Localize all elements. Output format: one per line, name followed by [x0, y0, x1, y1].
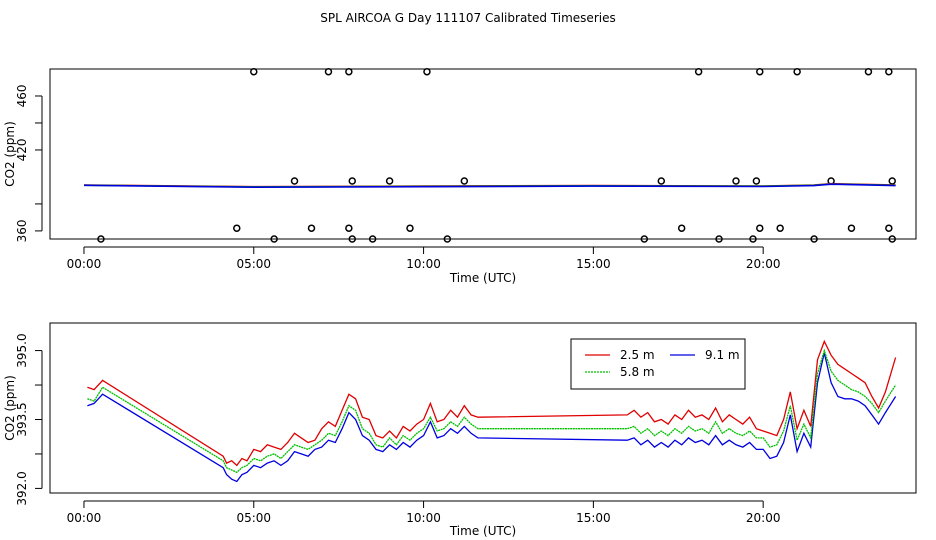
outlier-point: [250, 67, 258, 76]
outlier-point: [324, 67, 333, 76]
outlier-point: [368, 235, 377, 243]
x-axis-title-bottom: Time (UTC): [449, 524, 516, 538]
legend-box: [570, 338, 746, 390]
panel-bottom: Time (UTC) CO2 (ppm) 2.5 m 9.1 m 5.8 m 0…: [3, 322, 917, 538]
outlier-point: [793, 67, 801, 76]
plot-frame-bottom: [49, 322, 917, 494]
outlier-point: [460, 177, 469, 185]
outlier-point: [406, 224, 414, 232]
y-axis-title-top: CO2 (ppm): [3, 121, 17, 187]
x-tick-label: 20:00: [746, 257, 781, 271]
y-axis-title-bottom: CO2 (ppm): [3, 375, 17, 441]
y-tick-label: 395.0: [15, 333, 29, 367]
outlier-point: [885, 224, 893, 232]
outlier-point: [715, 235, 723, 243]
outlier-point: [385, 177, 394, 185]
outlier-point: [677, 224, 686, 232]
x-tick-label: 00:00: [67, 257, 102, 271]
outlier-point: [776, 224, 784, 232]
outlier-point: [443, 235, 452, 243]
x-tick-label: 10:00: [406, 511, 441, 525]
outlier-point: [749, 235, 757, 243]
x-tick-label: 20:00: [746, 511, 781, 525]
outlier-point: [348, 177, 357, 185]
x-axis-title-top: Time (UTC): [449, 271, 516, 285]
x-tick-label: 10:00: [406, 257, 441, 271]
outlier-point: [885, 67, 893, 76]
y-tick-label: 420: [15, 138, 29, 161]
outlier-point: [307, 224, 316, 232]
x-tick-label: 15:00: [576, 257, 611, 271]
series-line-9-1-m: [83, 183, 896, 189]
y-tick-label: 392.0: [15, 471, 29, 505]
outlier-point: [97, 235, 105, 243]
outlier-point: [657, 177, 666, 185]
outlier-point: [270, 235, 278, 243]
outlier-point: [756, 67, 764, 76]
y-tick-label: 393.5: [15, 402, 29, 436]
outlier-point: [732, 177, 740, 185]
x-tick-label: 05:00: [236, 257, 271, 271]
series-line-2-5-m: [87, 339, 897, 467]
figure-title: SPL AIRCOA G Day 111107 Calibrated Times…: [320, 11, 615, 25]
legend-label-9-1m: 9.1 m: [705, 348, 740, 362]
outlier-point: [290, 177, 299, 185]
outlier-point: [233, 224, 241, 232]
outlier-point: [888, 235, 896, 243]
outlier-point: [348, 235, 357, 243]
x-tick-label: 00:00: [67, 511, 102, 525]
outlier-point: [345, 224, 353, 232]
outlier-point: [756, 224, 764, 232]
series-line-5-8-m: [87, 348, 897, 474]
legend-label-5-8m: 5.8 m: [620, 365, 655, 379]
x-tick-label: 15:00: [576, 511, 611, 525]
plot-frame-top: [49, 68, 917, 240]
x-tick-label: 05:00: [236, 511, 271, 525]
y-tick-label: 360: [15, 219, 29, 242]
outlier-point: [752, 177, 761, 185]
panel-top: Time (UTC) CO2 (ppm) 00:00 05:00 10:00 15:0…: [3, 67, 917, 285]
legend: 2.5 m 9.1 m 5.8 m: [570, 338, 746, 390]
outlier-point: [847, 224, 856, 232]
outlier-point: [810, 235, 818, 243]
outlier-point: [888, 177, 896, 185]
legend-label-2-5m: 2.5 m: [620, 348, 655, 362]
outlier-point: [694, 67, 703, 76]
outlier-point: [640, 235, 649, 243]
outlier-point: [345, 67, 353, 76]
outlier-point: [423, 67, 431, 76]
series-line-9-1-m: [87, 352, 897, 483]
y-tick-label: 460: [15, 85, 29, 108]
outlier-point: [864, 67, 873, 76]
